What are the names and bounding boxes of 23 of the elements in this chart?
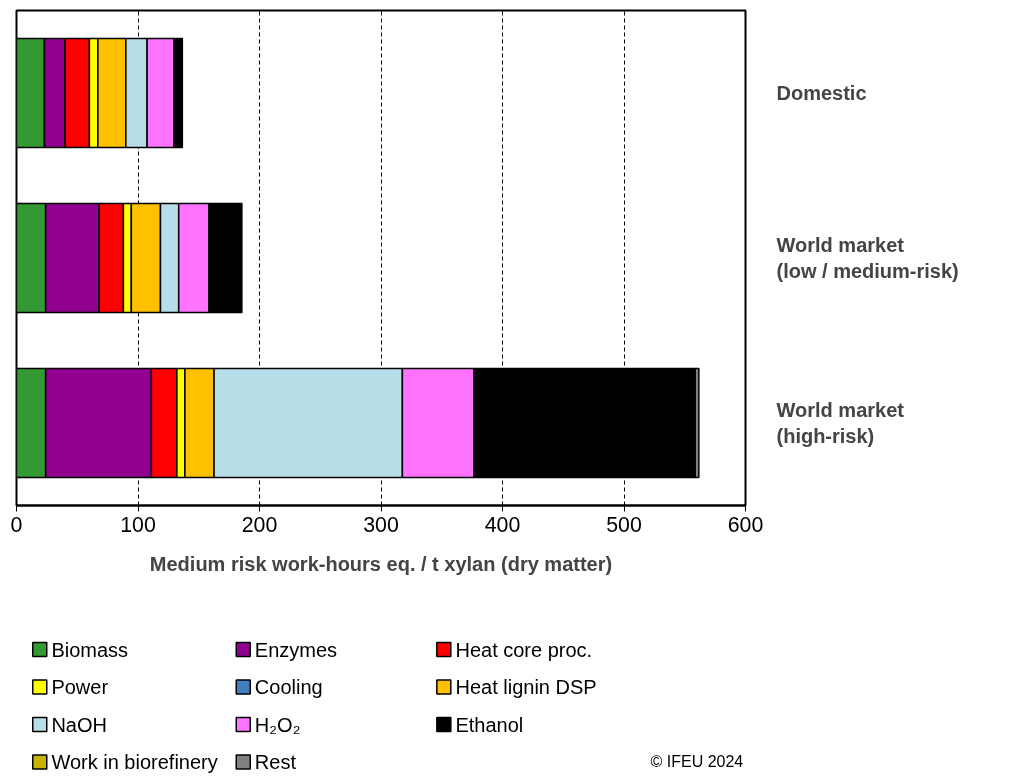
- y-tick-label: World market (low / medium-risk): [776, 233, 959, 283]
- legend-label: Heat lignin DSP: [455, 676, 597, 698]
- legend-label: Enzymes: [254, 638, 338, 661]
- legend-label: Rest: [254, 751, 297, 773]
- x-axis-title: Medium risk work-hours eq. / t xylan (dry matter): [149, 552, 613, 575]
- y-tick-label: World market (high-risk): [776, 398, 905, 448]
- legend-label: Ethanol: [455, 713, 524, 736]
- x-tick-label: 400: [484, 512, 521, 537]
- legend-label: H₂O₂: [254, 713, 301, 736]
- text: © IFEU 2024: [650, 753, 744, 770]
- x-tick-label: 100: [120, 512, 156, 537]
- x-tick-label: 500: [606, 512, 642, 537]
- legend-label: Work in biorefinery: [51, 751, 218, 773]
- legend-label: Heat core proc.: [455, 638, 593, 661]
- legend-label: Cooling: [254, 676, 323, 698]
- y-tick-label: Domestic: [776, 82, 867, 104]
- x-tick-label: 300: [363, 512, 399, 537]
- legend-label: NaOH: [51, 713, 107, 736]
- x-tick-label: 200: [241, 512, 278, 537]
- x-tick-label: 0: [10, 512, 23, 537]
- legend-label: Biomass: [51, 638, 129, 661]
- x-tick-label: 600: [727, 512, 764, 537]
- legend-label: Power: [51, 676, 109, 698]
